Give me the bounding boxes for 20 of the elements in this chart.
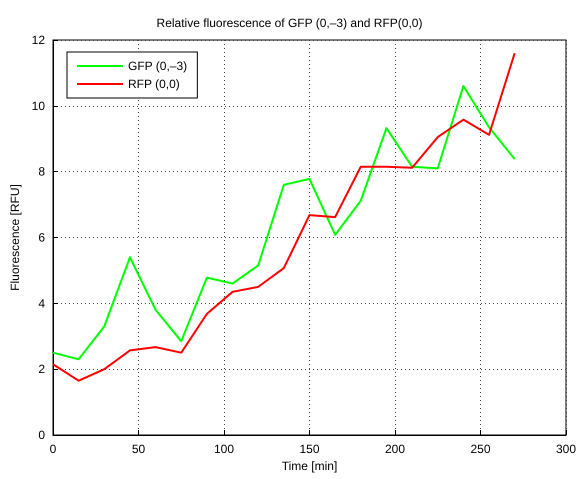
x-tick-label: 100 <box>214 442 234 456</box>
x-tick-label: 50 <box>132 442 146 456</box>
y-tick-label: 6 <box>38 230 46 244</box>
line-series <box>52 52 516 382</box>
y-axis-title: Fluorescence [RFU] <box>8 184 22 291</box>
chart-title: Relative fluorescence of GFP (0,–3) and RFP(0,0) <box>156 16 422 30</box>
legend-label: GFP (0,–3) <box>128 59 188 73</box>
x-tick-label: 150 <box>299 442 320 456</box>
x-tick-label: 200 <box>384 442 406 456</box>
y-tick-label: 8 <box>38 164 46 179</box>
x-axis-title: Time [min] <box>282 458 338 473</box>
y-tick-label: 4 <box>38 296 46 310</box>
y-tick-label: 2 <box>38 362 46 376</box>
legend-label: RFP (0,0) <box>128 77 180 91</box>
x-tick-label: 0 <box>50 442 57 456</box>
y-tick-label: 0 <box>38 428 46 442</box>
x-tick-label: 300 <box>556 442 576 456</box>
y-tick-label: 12 <box>32 33 46 47</box>
y-tick-label: 10 <box>32 98 46 113</box>
x-tick-label: 250 <box>470 442 491 456</box>
